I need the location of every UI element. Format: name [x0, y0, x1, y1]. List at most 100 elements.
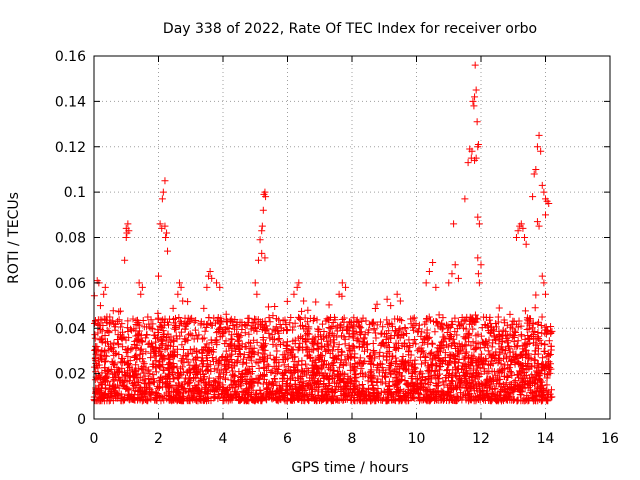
data-point	[510, 353, 518, 361]
data-point	[542, 330, 550, 338]
data-point	[471, 93, 479, 101]
data-point	[358, 317, 366, 325]
data-point	[453, 373, 461, 381]
data-point	[468, 376, 476, 384]
data-point	[241, 343, 249, 351]
data-point	[497, 360, 505, 368]
data-point	[160, 396, 168, 404]
data-point	[540, 279, 548, 287]
data-point	[101, 283, 109, 291]
data-point	[135, 330, 143, 338]
data-point	[398, 397, 406, 405]
data-point	[383, 397, 391, 405]
data-point	[343, 382, 351, 390]
data-point	[488, 326, 496, 334]
data-point	[328, 371, 336, 379]
data-point	[335, 377, 343, 385]
data-point	[427, 316, 435, 324]
data-point	[369, 318, 377, 326]
data-point	[514, 396, 522, 404]
data-point	[287, 369, 295, 377]
data-point	[216, 379, 224, 387]
data-point	[124, 361, 132, 369]
data-point	[149, 325, 157, 333]
data-point	[329, 343, 337, 351]
data-point	[127, 325, 135, 333]
data-point	[256, 236, 264, 244]
data-point	[451, 396, 459, 404]
data-point	[467, 385, 475, 393]
data-point	[97, 397, 105, 405]
data-point	[545, 365, 553, 373]
data-point	[134, 395, 142, 403]
data-point	[267, 368, 275, 376]
data-point	[506, 330, 514, 338]
data-point	[441, 374, 449, 382]
data-point	[483, 369, 491, 377]
data-point	[405, 348, 413, 356]
data-point	[117, 323, 125, 331]
data-point	[169, 304, 177, 312]
data-point	[349, 396, 357, 404]
data-point	[303, 365, 311, 373]
data-point	[461, 195, 469, 203]
data-point	[198, 354, 206, 362]
data-point	[152, 357, 160, 365]
data-point	[306, 354, 314, 362]
data-point	[242, 366, 250, 374]
data-point	[152, 364, 160, 372]
data-point	[487, 329, 495, 337]
data-point	[164, 384, 172, 392]
data-point	[336, 370, 344, 378]
data-point	[512, 234, 520, 241]
data-point	[350, 397, 358, 405]
data-point	[432, 283, 440, 291]
data-point	[168, 369, 176, 377]
data-point	[293, 283, 301, 291]
data-point	[249, 386, 257, 394]
data-point	[432, 373, 440, 381]
data-point	[495, 330, 503, 338]
data-point	[261, 254, 269, 262]
data-point	[138, 338, 146, 346]
data-point	[265, 362, 273, 370]
data-point	[128, 326, 136, 334]
data-point	[487, 323, 495, 331]
data-point	[150, 331, 158, 339]
data-point	[318, 342, 326, 350]
data-point	[305, 323, 313, 331]
data-point	[490, 351, 498, 359]
data-point	[538, 181, 546, 189]
data-point	[487, 393, 495, 401]
data-point	[181, 335, 189, 343]
data-point	[408, 362, 416, 370]
data-point	[144, 340, 152, 348]
data-point	[290, 358, 298, 366]
data-point	[401, 366, 409, 374]
data-point	[313, 344, 321, 352]
data-point	[110, 339, 118, 347]
data-point	[402, 389, 410, 397]
data-point	[172, 325, 180, 333]
data-point	[394, 385, 402, 393]
data-point	[157, 352, 165, 360]
data-point	[240, 351, 248, 359]
data-point	[223, 391, 231, 399]
data-point	[482, 379, 490, 387]
data-point	[309, 385, 317, 393]
data-point	[488, 385, 496, 393]
data-point	[315, 326, 323, 334]
data-point	[112, 320, 120, 328]
data-point	[438, 341, 446, 349]
data-point	[302, 360, 310, 368]
data-point	[250, 315, 258, 323]
data-point	[531, 304, 539, 312]
data-point	[123, 378, 131, 386]
y-tick-label: 0.14	[55, 94, 86, 110]
data-point	[134, 319, 142, 327]
data-point	[236, 350, 244, 358]
data-point	[388, 390, 396, 398]
data-point	[198, 385, 206, 393]
data-point	[236, 333, 244, 341]
data-point	[387, 362, 395, 370]
